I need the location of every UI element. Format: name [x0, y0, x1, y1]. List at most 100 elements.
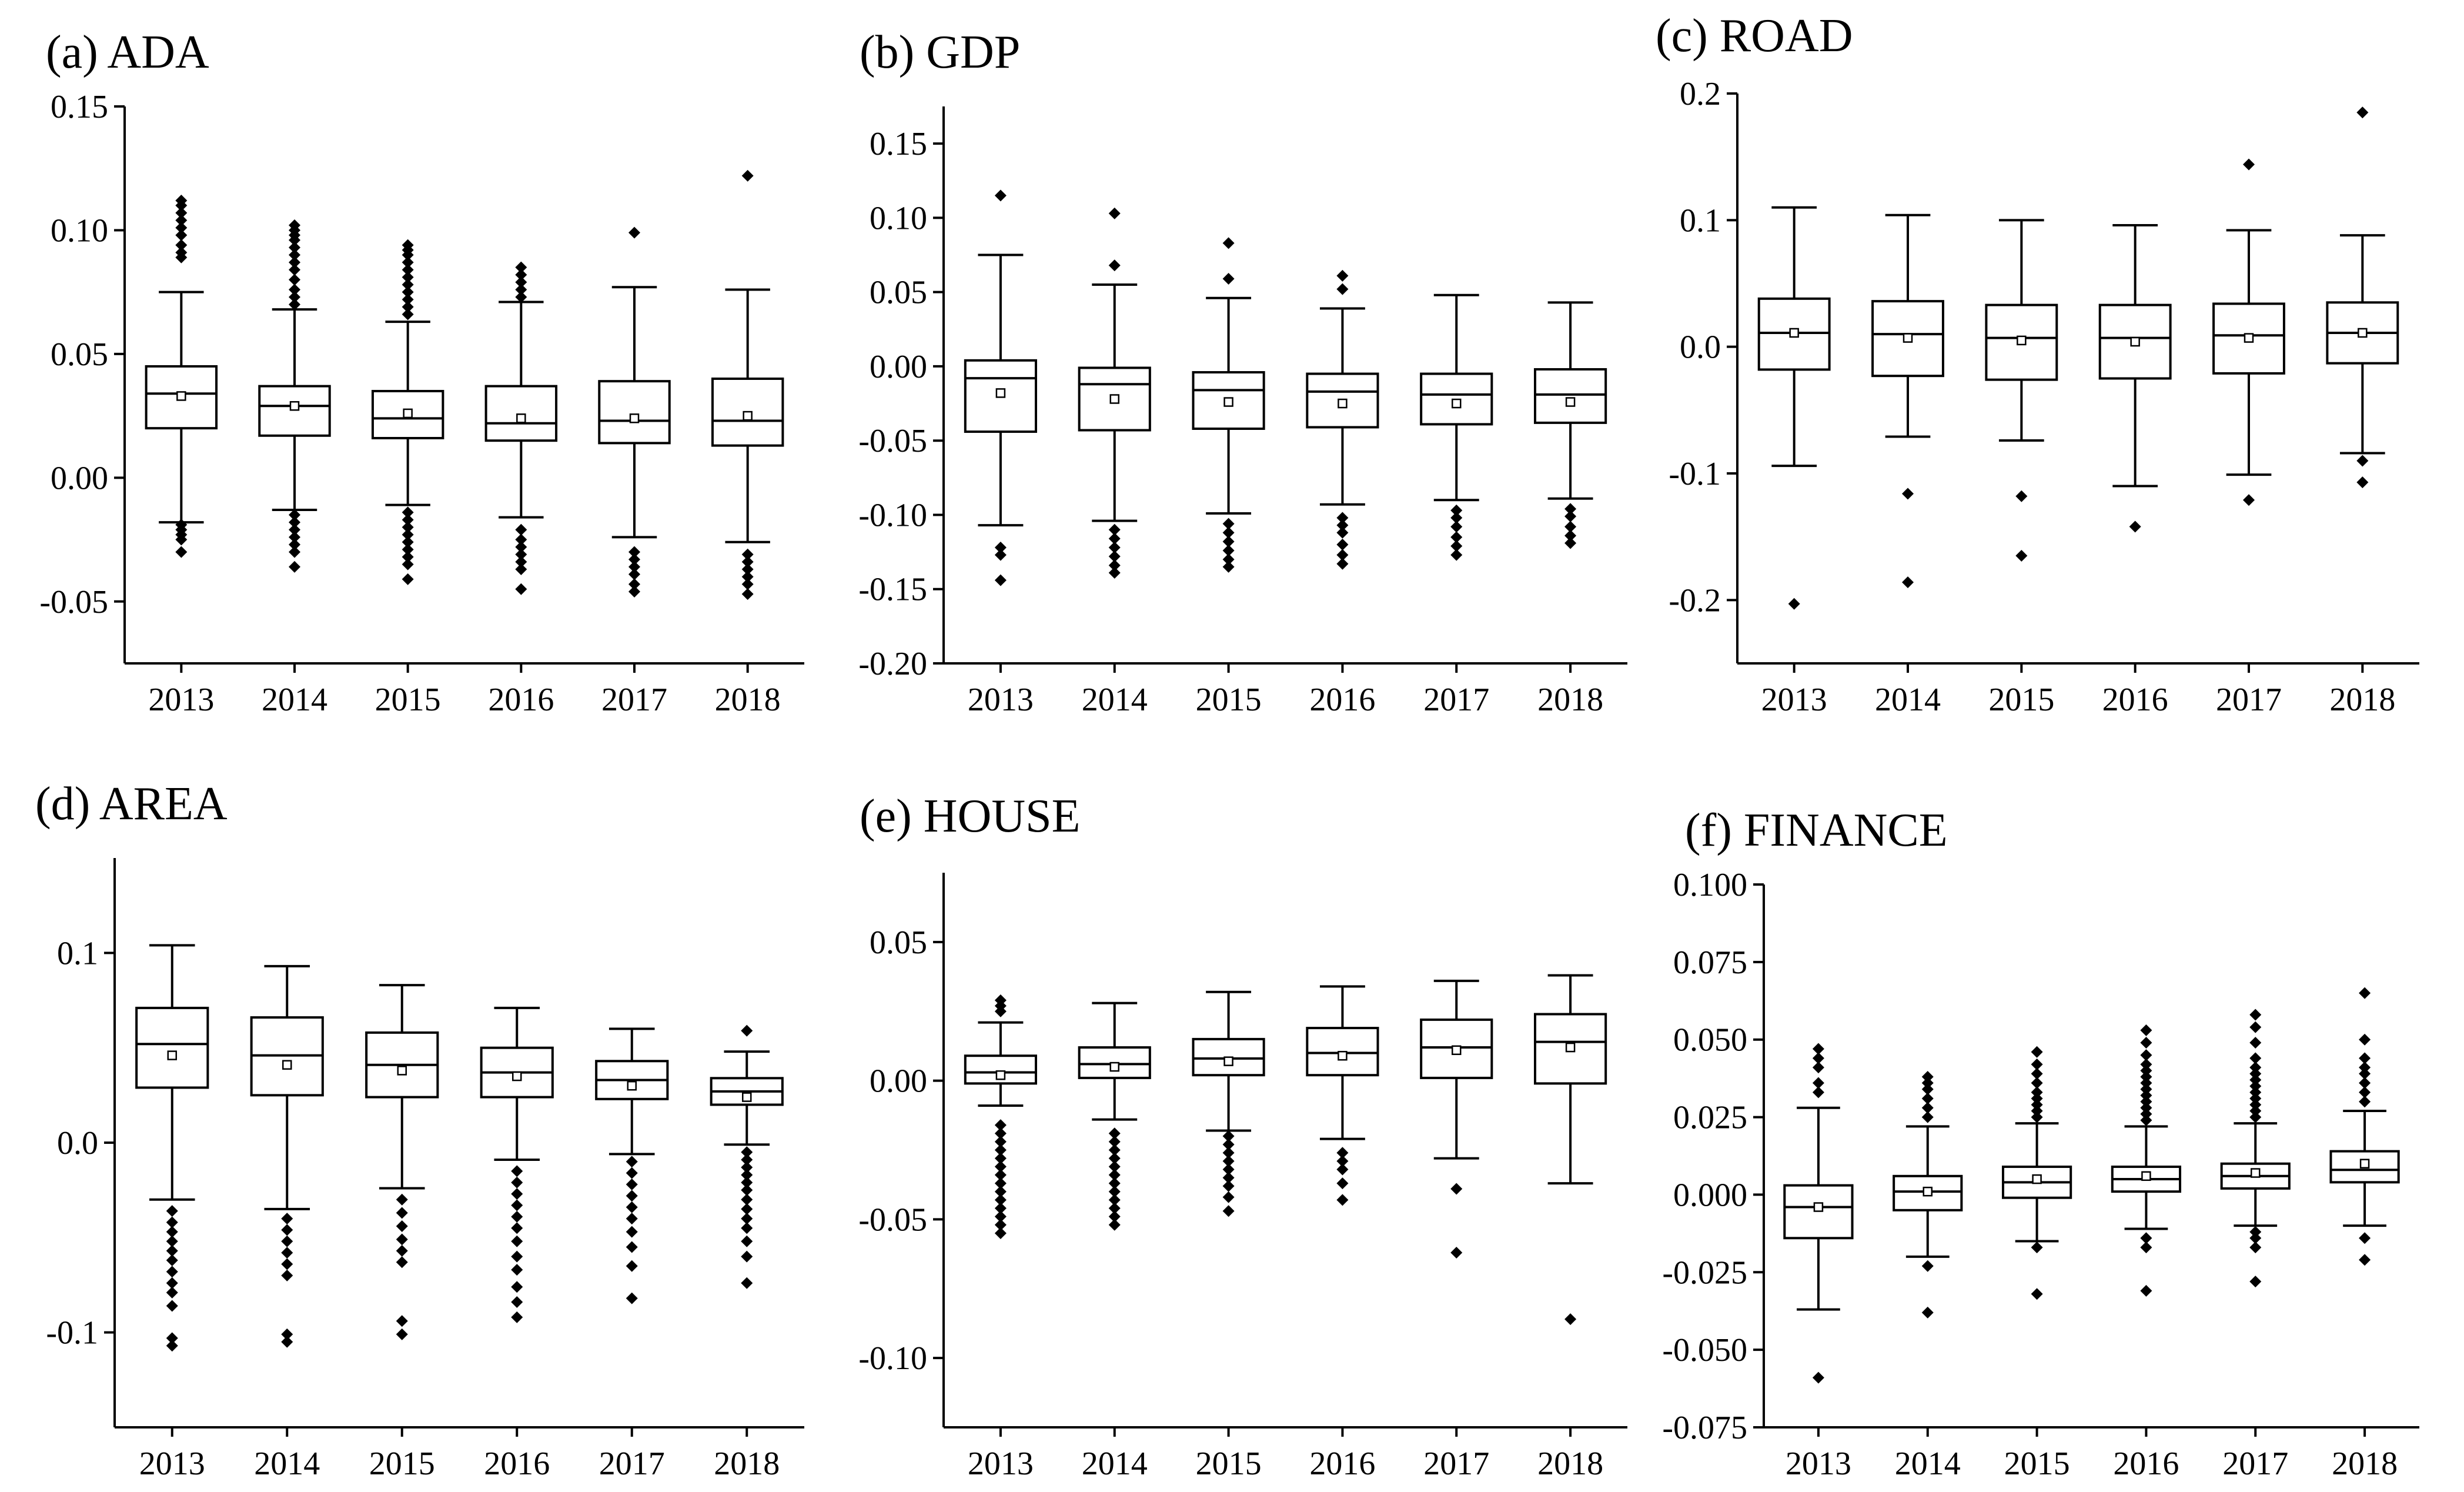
outlier-point [289, 249, 300, 261]
outlier-point [1812, 1086, 1824, 1099]
outlier-point [396, 1193, 408, 1206]
outlier-point [741, 169, 754, 182]
box-2018 [2326, 106, 2399, 489]
outlier-point [2249, 1092, 2262, 1104]
outlier-point [1222, 1205, 1235, 1217]
outlier-point [2140, 1058, 2152, 1070]
outlier-point [1222, 560, 1235, 573]
outlier-point [166, 1300, 178, 1312]
outlier-point [626, 1167, 638, 1179]
outlier-point [175, 229, 188, 241]
outlier-point [402, 543, 414, 556]
outlier-point [1222, 237, 1235, 249]
outlier-point [2359, 1254, 2371, 1266]
mean-marker [2359, 1159, 2370, 1169]
outlier-point [2140, 1064, 2152, 1077]
mean-marker [1223, 1056, 1233, 1066]
panel-title: (d) AREA [35, 778, 228, 830]
outlier-point [2031, 1086, 2043, 1099]
outlier-point [1108, 1136, 1121, 1148]
outlier-point [1108, 1219, 1121, 1231]
outlier-point [1336, 1163, 1349, 1176]
outlier-point [741, 1203, 753, 1215]
x-tick-label: 2018 [714, 1446, 780, 1482]
x-tick-label: 2013 [148, 682, 214, 718]
outlier-point [1564, 503, 1577, 515]
outlier-point [628, 226, 640, 239]
outlier-point [2243, 494, 2255, 506]
outlier-point [175, 251, 188, 263]
outlier-point [741, 1193, 753, 1206]
outlier-point [175, 214, 188, 226]
box-2015 [1985, 219, 2058, 562]
outlier-point [511, 1222, 523, 1234]
y-tick-label: 0.00 [870, 1063, 927, 1100]
outlier-point [994, 1144, 1007, 1156]
outlier-point [281, 1235, 293, 1247]
outlier-point [2031, 1241, 2043, 1254]
box-2016 [2098, 223, 2172, 533]
outlier-point [1222, 526, 1235, 539]
outlier-point [175, 222, 188, 234]
outlier-point [1336, 1194, 1349, 1206]
iqr-box [1533, 368, 1607, 424]
outlier-point [1222, 272, 1235, 285]
box-2017 [595, 1027, 669, 1304]
outlier-point [994, 1202, 1007, 1214]
outlier-point [1336, 1147, 1349, 1159]
iqr-box [598, 380, 671, 445]
outlier-point [402, 301, 414, 313]
mean-marker [1789, 328, 1799, 338]
outlier-point [289, 241, 300, 253]
y-tick-label: 0.05 [870, 924, 927, 961]
y-tick-label: -0.2 [1669, 582, 1721, 619]
outlier-point [1921, 1083, 1934, 1096]
outlier-point [1450, 531, 1463, 543]
mean-marker [2017, 335, 2027, 346]
x-tick-label: 2016 [2113, 1446, 2179, 1482]
x-tick-label: 2018 [2332, 1446, 2398, 1482]
outlier-point [511, 1176, 523, 1189]
outlier-point [994, 1127, 1007, 1140]
y-tick-label: -0.1 [46, 1315, 98, 1351]
outlier-point [281, 1269, 293, 1281]
outlier-point [2031, 1046, 2043, 1058]
mean-marker [995, 388, 1006, 398]
outlier-point [511, 1264, 523, 1276]
x-tick-label: 2013 [1786, 1446, 1851, 1482]
outlier-point [2249, 1074, 2262, 1086]
outlier-point [1336, 538, 1349, 550]
outlier-point [994, 1152, 1007, 1164]
box-2014 [1893, 1071, 1963, 1319]
y-tick-label: 0.2 [1680, 76, 1721, 112]
mean-marker [1813, 1202, 1824, 1212]
outlier-point [994, 1227, 1007, 1239]
outlier-point [396, 1328, 408, 1340]
outlier-point [1564, 520, 1577, 533]
outlier-point [994, 1160, 1007, 1173]
box-2017 [1420, 979, 1493, 1259]
outlier-point [741, 570, 754, 583]
outlier-point [1108, 532, 1121, 545]
outlier-point [2140, 1096, 2152, 1108]
outlier-point [1812, 1371, 1824, 1384]
outlier-point [2031, 1288, 2043, 1300]
outlier-point [1108, 566, 1121, 579]
mean-marker [1338, 1050, 1348, 1061]
mean-marker [627, 1080, 637, 1091]
y-tick-label: 0.025 [1673, 1100, 1747, 1136]
x-tick-label: 2016 [484, 1446, 550, 1482]
box-2013 [1757, 206, 1831, 610]
outlier-point [2249, 1036, 2262, 1049]
x-tick-label: 2018 [1537, 682, 1603, 718]
outlier-point [515, 583, 527, 595]
outlier-point [994, 1177, 1007, 1190]
outlier-point [166, 1277, 178, 1289]
outlier-point [166, 1235, 178, 1247]
box-2014 [1078, 1002, 1151, 1231]
outlier-point [2140, 1284, 2152, 1297]
outlier-point [2249, 1009, 2262, 1021]
outlier-point [1222, 1180, 1235, 1192]
outlier-point [402, 293, 414, 306]
outlier-point [402, 573, 414, 585]
